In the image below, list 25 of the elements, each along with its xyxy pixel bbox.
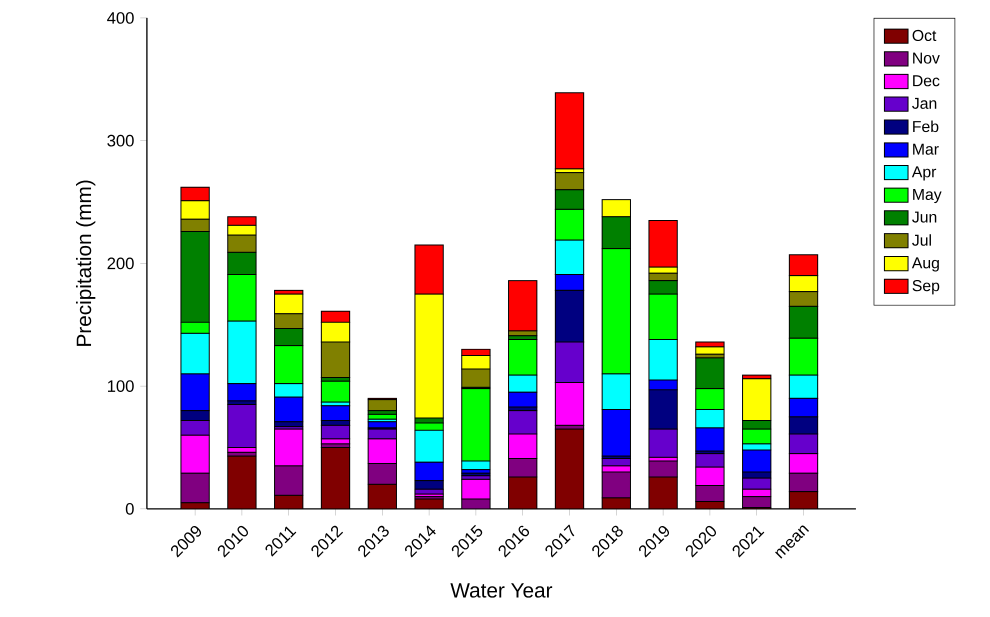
legend-label: Oct (912, 30, 936, 41)
y-tick-label: 100 (108, 380, 134, 392)
legend-label: Sep (912, 280, 940, 294)
legend-label: Nov (913, 52, 940, 64)
bar (368, 398, 397, 411)
bar (227, 404, 257, 448)
legend-label: Dec (913, 75, 940, 86)
y-tick-label: 400 (107, 12, 134, 24)
bar (320, 380, 350, 402)
y-tick-label: 300 (107, 134, 134, 146)
bar (554, 92, 584, 170)
x-axis-title: Water Year (450, 582, 552, 598)
legend-label: Jan (912, 98, 936, 109)
legend-label: Apr (912, 166, 936, 180)
legend-label: Feb (913, 120, 938, 132)
legend-label: Mar (913, 144, 939, 155)
legend-label: Aug (912, 257, 939, 272)
bar (320, 405, 350, 421)
legend-label: Jun (912, 211, 936, 222)
y-axis-title: Precipitation (mm) (76, 180, 96, 346)
y-tick-label: 0 (126, 502, 134, 515)
y-tick-label: 200 (108, 257, 134, 270)
legend-label: May (913, 188, 942, 203)
legend-label: Jul (912, 234, 931, 246)
bar (508, 280, 538, 332)
